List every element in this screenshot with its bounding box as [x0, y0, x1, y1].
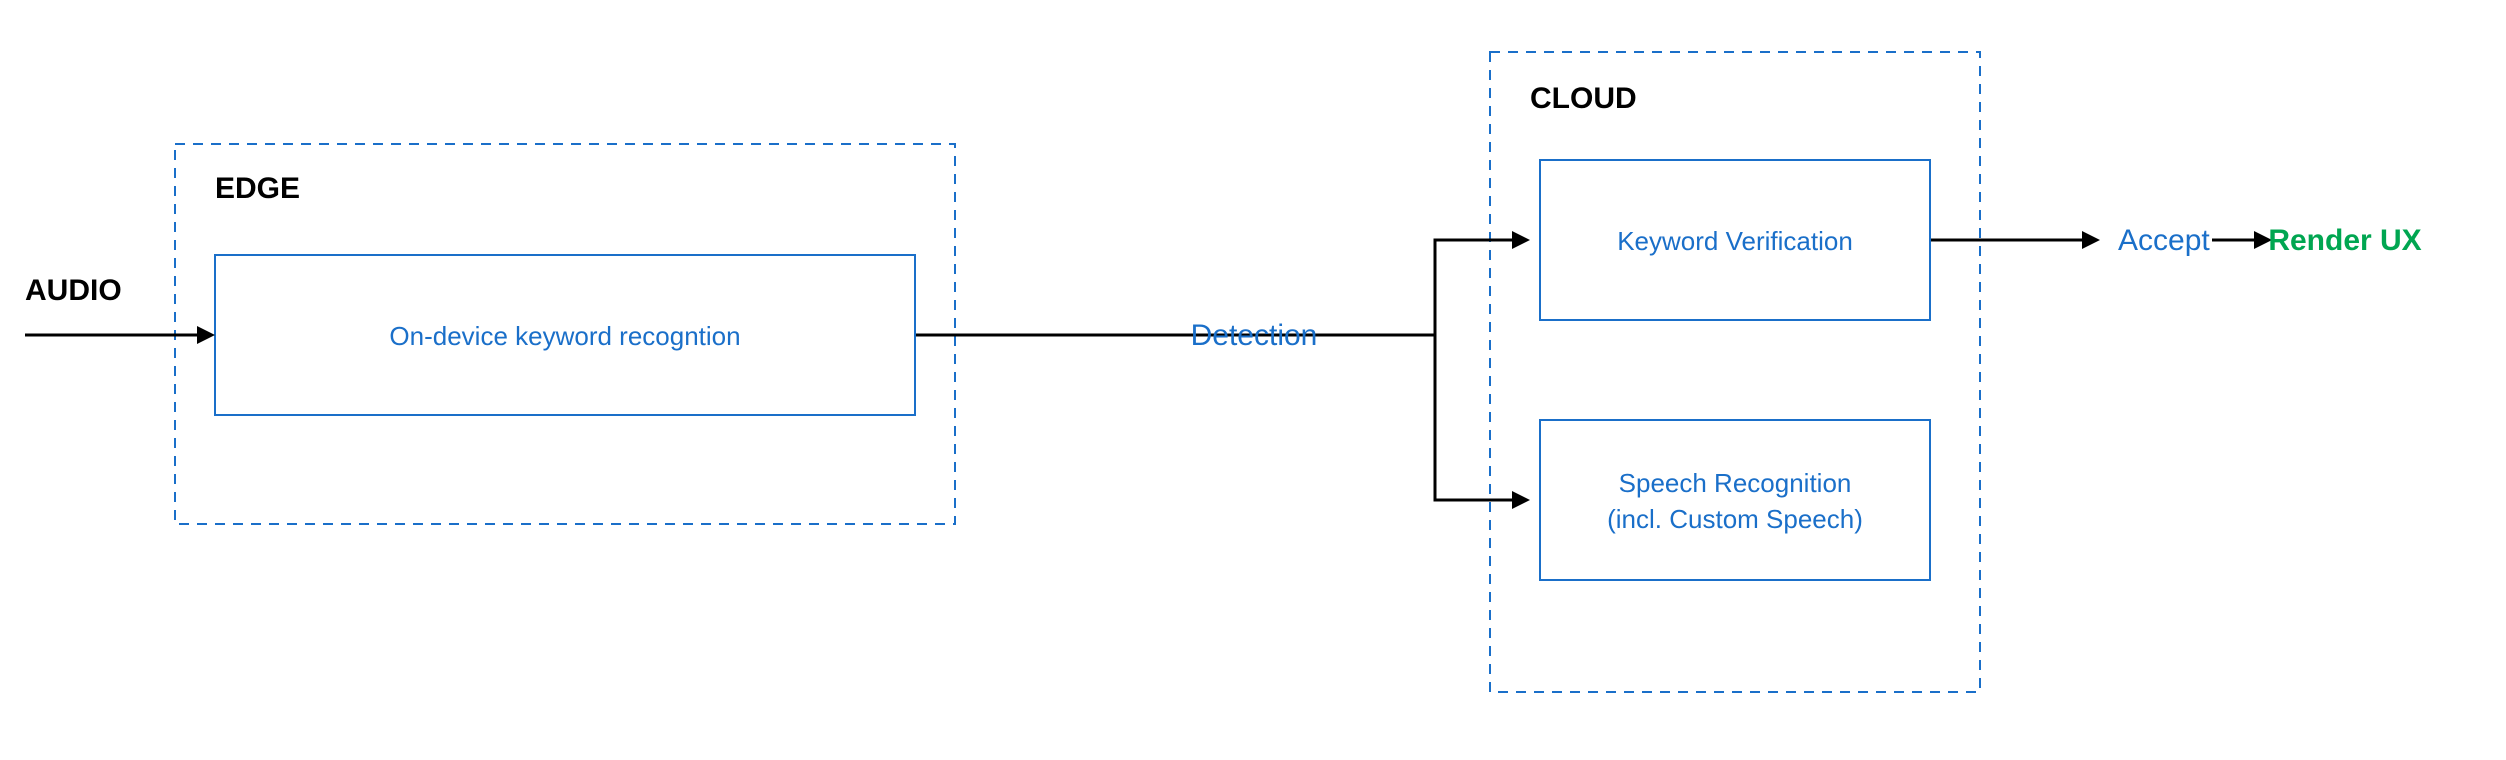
arrowhead [1512, 491, 1530, 509]
edge-split_up [1435, 240, 1520, 338]
node-keyword-verification-label: Keyword Verification [1617, 226, 1853, 256]
group-cloud [1490, 52, 1980, 692]
node-on-device-label: On-device keyword recogntion [389, 321, 740, 351]
arrowhead [2082, 231, 2100, 249]
label-accept: Accept [2118, 224, 2210, 257]
group-edge-label: EDGE [215, 172, 300, 205]
arrowhead [1512, 231, 1530, 249]
group-cloud-label: CLOUD [1530, 82, 1637, 115]
arrowhead [197, 326, 215, 344]
label-audio: AUDIO [25, 274, 122, 307]
label-render-ux: Render UX [2268, 224, 2421, 257]
node-speech-recognition [1540, 420, 1930, 580]
node-speech-recognition-label-2: (incl. Custom Speech) [1607, 504, 1863, 534]
edge-split_down [1435, 332, 1520, 500]
label-detection: Detection [1191, 319, 1318, 352]
node-speech-recognition-label-1: Speech Recognition [1619, 468, 1852, 498]
